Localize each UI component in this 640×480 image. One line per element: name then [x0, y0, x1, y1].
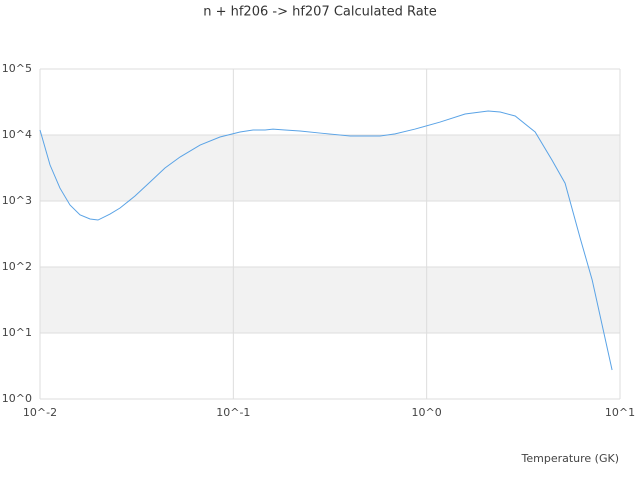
y-tick-label: 10^0 — [2, 392, 32, 405]
x-tick-label: 10^1 — [605, 406, 635, 419]
y-tick-label: 10^3 — [2, 194, 32, 207]
grid-band — [40, 267, 620, 333]
grid-band — [40, 135, 620, 201]
y-tick-label: 10^1 — [2, 326, 32, 339]
x-tick-label: 10^-1 — [216, 406, 250, 419]
y-tick-label: 10^4 — [2, 128, 32, 141]
chart-title: n + hf206 -> hf207 Calculated Rate — [203, 5, 437, 20]
x-tick-label: 10^0 — [412, 406, 442, 419]
x-tick-label: 10^-2 — [23, 406, 57, 419]
y-tick-label: 10^5 — [2, 62, 32, 75]
x-axis-label: Temperature (GK) — [521, 452, 620, 465]
y-tick-label: 10^2 — [2, 260, 32, 273]
data-line — [39, 110, 613, 371]
